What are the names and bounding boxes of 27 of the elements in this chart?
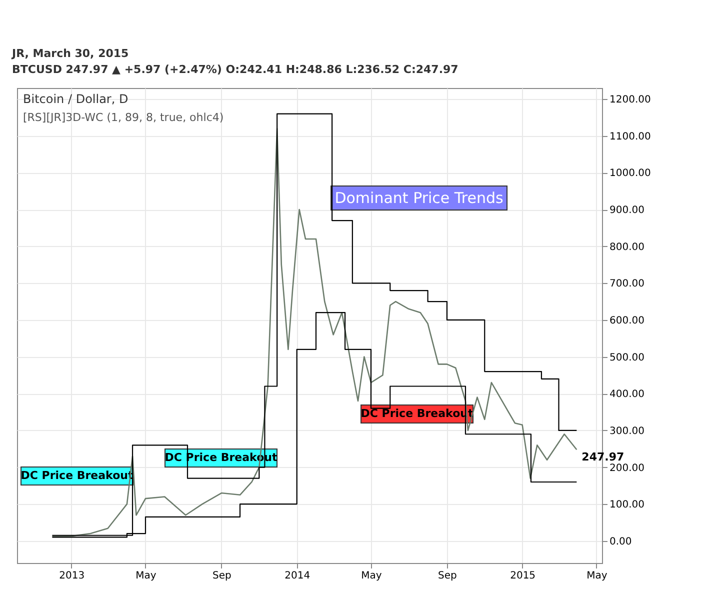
text: BTCUSD 247.97 ▲ +5.97 (+2.47%) O:242.41 H:248.86 L:236.52 C:247.97 bbox=[12, 63, 458, 76]
y-tick-label: 100.00 bbox=[610, 500, 644, 511]
y-tick-label: 500.00 bbox=[610, 352, 644, 364]
chart-title: Bitcoin / Dollar, D bbox=[23, 92, 128, 106]
y-tick-label: 0.00 bbox=[610, 536, 632, 548]
text: [RS][JR]3D-WC (1, 89, 8, true, ohlc4) bbox=[23, 111, 224, 124]
x-tick-label: May bbox=[361, 570, 382, 582]
x-tick-label: 2014 bbox=[284, 570, 310, 582]
x-tick-label: Sep bbox=[438, 570, 457, 582]
x-tick-label: May bbox=[586, 570, 608, 582]
y-tick-label: 600.00 bbox=[610, 315, 644, 326]
y-tick-label: 900.00 bbox=[610, 205, 644, 216]
x-tick-label: May bbox=[136, 570, 156, 582]
y-tick-label: 1200.00 bbox=[610, 94, 651, 106]
y-tick-label: 800.00 bbox=[610, 242, 644, 253]
y-tick-label: 200.00 bbox=[610, 462, 644, 474]
x-tick-label: 2015 bbox=[510, 570, 536, 582]
text: JR, March 30, 2015 bbox=[11, 47, 129, 60]
x-tick-label: Sep bbox=[212, 570, 232, 582]
y-tick-label: 400.00 bbox=[610, 389, 644, 400]
y-tick-label: 300.00 bbox=[610, 426, 644, 437]
annotation: Dominant Price Trends bbox=[334, 189, 504, 207]
annotation: 247.97 bbox=[582, 450, 624, 464]
y-tick-label: 700.00 bbox=[610, 278, 644, 290]
x-tick-label: 2013 bbox=[59, 570, 85, 582]
y-tick-label: 1100.00 bbox=[610, 131, 651, 142]
y-tick-label: 1000.00 bbox=[610, 168, 651, 180]
